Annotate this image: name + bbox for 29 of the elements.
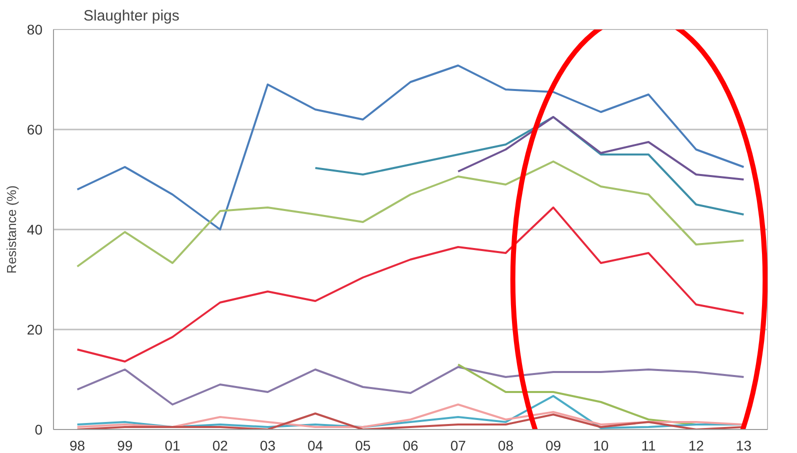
- x-tick-label: 04: [308, 438, 324, 453]
- x-tick-label: 13: [736, 438, 752, 453]
- x-tick-label: 12: [688, 438, 704, 453]
- y-axis-title: Resistance (%): [4, 185, 19, 274]
- y-tick-label: 60: [26, 122, 43, 138]
- x-tick-label: 02: [212, 438, 228, 453]
- line-series: [76, 404, 745, 428]
- line-series: [457, 116, 745, 180]
- y-tick-label: 80: [26, 22, 43, 38]
- y-tick-label: 40: [26, 222, 43, 238]
- line-series: [76, 64, 745, 230]
- y-tick-label: 0: [34, 422, 43, 438]
- x-tick-label: 99: [117, 438, 133, 453]
- line-series: [76, 366, 745, 406]
- x-tick-label: 09: [546, 438, 562, 453]
- x-tick-label: 11: [641, 438, 656, 453]
- line-series: [314, 116, 745, 216]
- chart-title: Slaughter pigs: [84, 8, 180, 24]
- y-tick-label: 20: [26, 322, 43, 338]
- x-tick-label: 06: [402, 438, 418, 453]
- x-tick-label: 05: [355, 438, 371, 453]
- x-tick-label: 10: [593, 438, 609, 453]
- x-tick-label: 98: [70, 438, 86, 453]
- line-series: [76, 160, 745, 268]
- x-tick-label: 08: [498, 438, 514, 453]
- line-series: [76, 206, 745, 362]
- x-tick-label: 07: [450, 438, 466, 453]
- x-tick-label: 03: [260, 438, 276, 453]
- x-tick-label: 01: [164, 438, 180, 453]
